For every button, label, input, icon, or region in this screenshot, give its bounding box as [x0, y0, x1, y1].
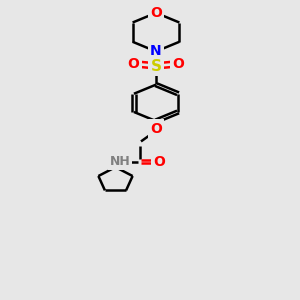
Text: NH: NH — [110, 155, 130, 168]
Text: S: S — [151, 59, 161, 74]
Text: O: O — [150, 122, 162, 136]
Text: O: O — [153, 155, 165, 169]
Text: O: O — [150, 6, 162, 20]
Text: N: N — [150, 44, 162, 58]
Text: O: O — [128, 57, 140, 71]
Text: O: O — [172, 57, 184, 71]
